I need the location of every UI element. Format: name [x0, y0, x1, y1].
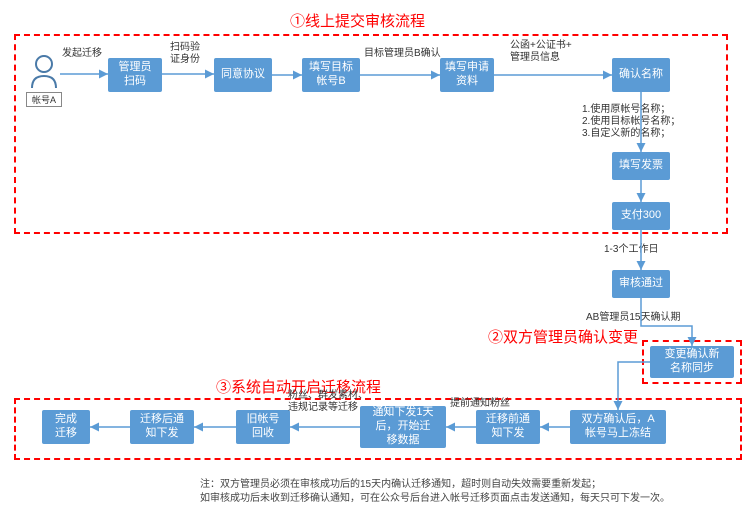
edge-label-scan-verify: 扫码验证身份: [170, 42, 200, 66]
node-admin-scan: 管理员扫码: [108, 58, 162, 92]
node-prenotify: 迁移前通知下发: [476, 410, 540, 444]
node-apply-info: 填写申请资料: [440, 58, 494, 92]
edge-label-workdays: 1-3个工作日: [604, 244, 658, 256]
node-confirm-name: 确认名称: [612, 58, 670, 92]
avatar-icon: [28, 54, 60, 90]
node-migrate-data: 通知下发1天后，开始迁移数据: [360, 406, 446, 448]
avatar-label: 帐号A: [26, 92, 62, 107]
edge-label-name-options: 1.使用原帐号名称；2.使用目标帐号名称；3.自定义新的名称；: [582, 104, 680, 140]
edge-label-b-confirm: 目标管理员B确认: [364, 48, 441, 60]
node-pay: 支付300: [612, 202, 670, 230]
node-done: 完成迁移: [42, 410, 90, 444]
node-freeze: 双方确认后，A帐号马上冻结: [570, 410, 666, 444]
node-target-account: 填写目标帐号B: [302, 58, 360, 92]
edge-label-15days: AB管理员15天确认期: [586, 312, 680, 324]
node-name-sync: 变更确认新名称同步: [650, 346, 734, 378]
section2-title: ②双方管理员确认变更: [488, 326, 638, 347]
node-postnotify: 迁移后通知下发: [130, 410, 194, 444]
node-agree: 同意协议: [214, 58, 272, 92]
edge-label-notify-fans: 提前通知粉丝: [450, 398, 510, 410]
node-review-pass: 审核通过: [612, 270, 670, 298]
footnote: 注：双方管理员必须在审核成功后的15天内确认迁移通知，超时则自动失效需要重新发起…: [200, 478, 740, 506]
edge-label-initiate: 发起迁移: [62, 48, 102, 60]
section1-title: ①线上提交审核流程: [290, 10, 425, 31]
flowchart-canvas: ①线上提交审核流程 ②双方管理员确认变更 ③系统自动开启迁移流程 帐号A 管理员…: [0, 0, 752, 528]
node-recycle: 旧帐号回收: [236, 410, 290, 444]
edge-label-migrate-items: 粉丝、群发素材、违规记录等迁移: [288, 390, 368, 414]
edge-label-docs: 公函+公证书+管理员信息: [510, 40, 572, 64]
node-invoice: 填写发票: [612, 152, 670, 180]
